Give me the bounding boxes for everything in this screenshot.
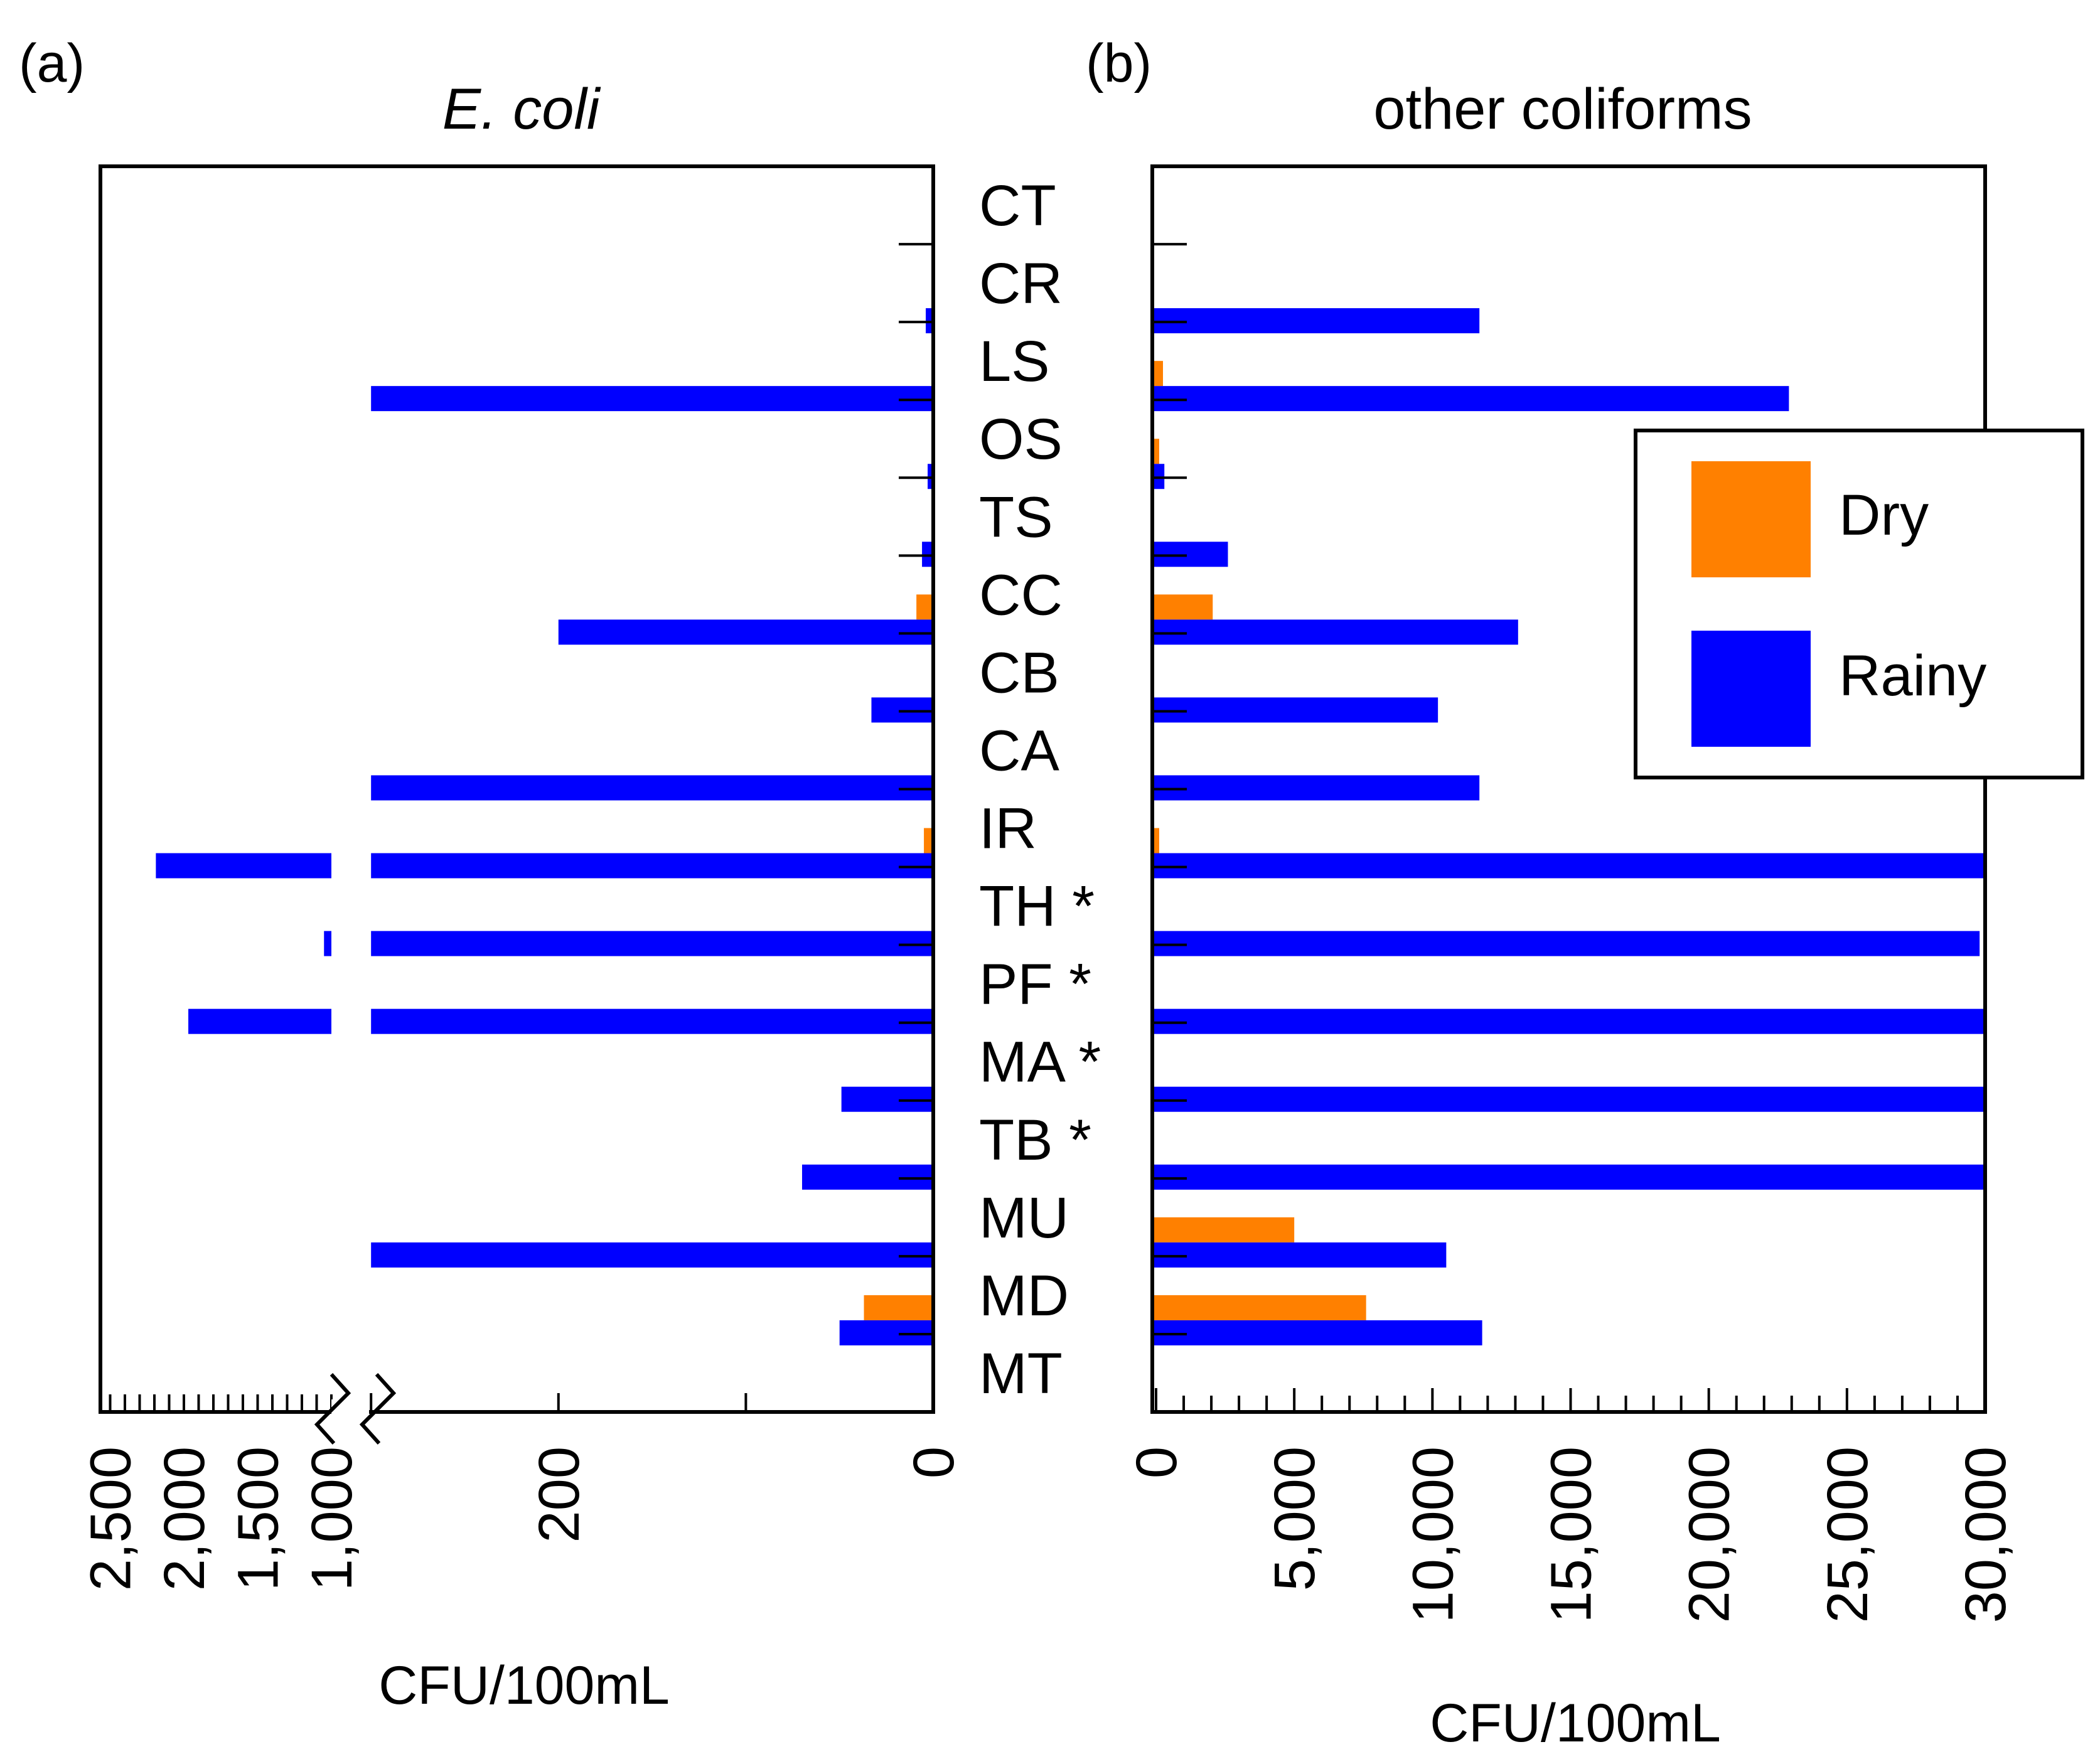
bar-a-rainy-os — [928, 464, 933, 489]
bar-a-rainy-ts — [922, 542, 933, 567]
bar-a-rainy-cr — [926, 308, 933, 334]
bar-b-dry-mu — [1154, 1217, 1295, 1243]
bar-a-rainy-cc — [558, 619, 933, 645]
category-label-ct: CT — [979, 174, 1056, 238]
bar-a-rainy-ma — [841, 1086, 933, 1112]
category-label-ts: TS — [979, 485, 1053, 549]
bar-a-rainy-ca — [371, 775, 933, 801]
category-label-ls: LS — [979, 329, 1050, 393]
panel-b-x-tick-label: 20,000 — [1678, 1446, 1742, 1623]
bar-b-rainy-ma — [1154, 1086, 1985, 1112]
category-label-md: MD — [979, 1264, 1069, 1328]
category-label-pf: PF * — [979, 953, 1091, 1017]
bar-b-rainy-ls — [1154, 386, 1789, 412]
panel-a-x-tick-label: 1,000 — [300, 1446, 364, 1591]
panel-b-ticks: 0 5,000 10,000 15,000 20,000 25,000 30,000 — [1125, 243, 2018, 1623]
category-label-os: OS — [979, 407, 1063, 471]
bar-a-rainy-mu — [371, 1242, 933, 1268]
category-label-ir: IR — [979, 797, 1037, 861]
bar-a-dry-md — [864, 1295, 933, 1320]
bar-b-rainy-ts — [1154, 542, 1228, 567]
panel-a-label: (a) — [19, 33, 85, 94]
axis-break-left-icon — [314, 1372, 351, 1445]
bar-a-rainy-tb — [801, 1164, 933, 1190]
panel-b-x-tick-label: 5,000 — [1263, 1446, 1327, 1591]
panel-a-x-tick-label: 200 — [527, 1446, 591, 1543]
bar-a-rainy-md — [839, 1320, 933, 1345]
category-label-cr: CR — [979, 252, 1063, 316]
bar-a-dry-cc — [916, 594, 933, 620]
bar-b-rainy-md — [1154, 1320, 1482, 1345]
category-label-cb: CB — [979, 641, 1059, 705]
bar-a-rainy-ir-extension — [156, 853, 331, 879]
panel-b-x-tick-label: 15,000 — [1540, 1446, 1604, 1623]
bar-b-rainy-cb — [1154, 697, 1438, 723]
bar-a-rainy-th-extension — [324, 931, 331, 956]
bar-b-rainy-tb — [1154, 1164, 1985, 1190]
bar-a-rainy-th — [371, 931, 933, 956]
bar-b-rainy-ca — [1154, 775, 1480, 801]
bar-b-rainy-pf — [1154, 1008, 1985, 1034]
panel-a-x-tick-label: 2,500 — [79, 1446, 143, 1591]
category-label-cc: CC — [979, 563, 1063, 627]
panel-b-x-tick-label: 0 — [1125, 1446, 1189, 1478]
bar-a-dry-ir — [924, 828, 933, 853]
bar-b-rainy-os — [1154, 464, 1165, 489]
bar-a-rainy-pf — [371, 1008, 933, 1034]
panel-a-x-tick-label: 1,500 — [227, 1446, 291, 1591]
bar-b-dry-os — [1154, 439, 1159, 464]
category-label-ma: MA * — [979, 1030, 1101, 1094]
bar-b-rainy-cr — [1154, 308, 1480, 334]
panel-b-title: other coliforms — [1373, 77, 1752, 141]
bar-b-rainy-th — [1154, 931, 1980, 956]
bar-b-rainy-mu — [1154, 1242, 1447, 1268]
bar-a-rainy-cb — [871, 697, 933, 723]
bar-a-rainy-pf-extension — [188, 1008, 331, 1034]
bar-b-rainy-cc — [1154, 619, 1518, 645]
panel-b-x-tick-label: 25,000 — [1816, 1446, 1880, 1623]
category-label-mu: MU — [979, 1186, 1069, 1250]
bar-b-rainy-ir — [1154, 853, 1985, 879]
panel-b-bars — [1154, 308, 1985, 1345]
panel-a-x-tick-label: 0 — [902, 1446, 966, 1478]
category-label-ca: CA — [979, 719, 1059, 783]
legend-dry-label: Dry — [1839, 483, 1929, 547]
category-label-mt: MT — [979, 1342, 1063, 1406]
panel-a-title: E. coli — [442, 77, 601, 141]
axis-break-right-icon — [359, 1372, 397, 1445]
panel-b-x-tick-label: 10,000 — [1401, 1446, 1465, 1623]
panel-b-x-tick-label: 30,000 — [1954, 1446, 2018, 1623]
panel-a-bars — [156, 308, 933, 1345]
bar-b-dry-ls — [1154, 361, 1164, 387]
panel-a-xlabel: CFU/100mL — [378, 1655, 670, 1716]
category-label-tb: TB * — [979, 1108, 1091, 1172]
legend: Dry Rainy — [1634, 429, 2084, 779]
bar-b-dry-md — [1154, 1295, 1366, 1320]
bar-a-rainy-ir — [371, 853, 933, 879]
bar-a-rainy-ls — [371, 386, 933, 412]
panel-b-xlabel: CFU/100mL — [1430, 1693, 1721, 1753]
bar-b-dry-cc — [1154, 594, 1213, 620]
legend-rainy-label: Rainy — [1839, 644, 1986, 708]
legend-rainy-swatch — [1691, 631, 1811, 747]
panel-b-label: (b) — [1086, 33, 1152, 94]
category-label-th: TH * — [979, 875, 1095, 939]
bar-b-dry-ir — [1154, 828, 1159, 853]
category-labels: CT CR LS OS TS CC CB CA IR TH * PF * MA * TB * MU MD MT — [979, 174, 1101, 1406]
legend-dry-swatch — [1691, 461, 1811, 577]
panel-a-x-tick-label: 2,000 — [153, 1446, 217, 1591]
